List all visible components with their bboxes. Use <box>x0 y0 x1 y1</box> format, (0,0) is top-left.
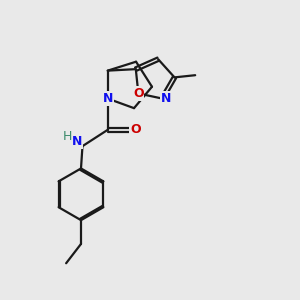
Text: O: O <box>130 123 141 136</box>
Text: N: N <box>72 135 82 148</box>
Text: O: O <box>133 87 144 100</box>
Text: N: N <box>103 92 113 105</box>
Text: N: N <box>161 92 171 105</box>
Text: H: H <box>62 130 72 143</box>
